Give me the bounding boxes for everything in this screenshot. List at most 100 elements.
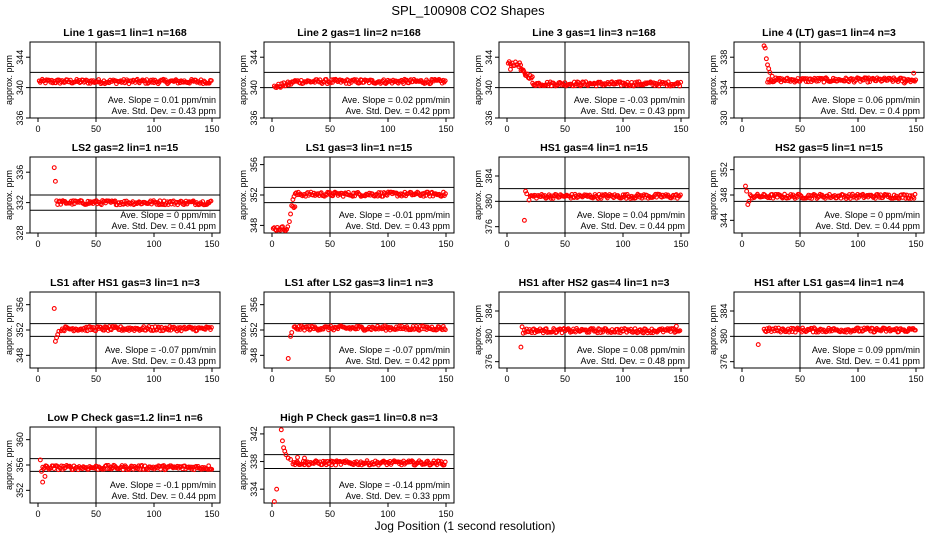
x-tick-label: 0 (35, 239, 40, 249)
x-tick-label: 50 (560, 124, 570, 134)
data-point (39, 468, 44, 474)
chart-panel-7: HS1 gas=4 lin=1 n=15 0 50 100 150 376 380 384ap… (473, 142, 690, 249)
data-point (520, 330, 526, 336)
data-point (401, 81, 406, 86)
data-point (442, 459, 448, 465)
slope-annotation: Ave. Slope = -0.14 ppm/min (339, 480, 450, 490)
x-tick-label: 0 (269, 239, 274, 249)
x-tick-label: 0 (739, 124, 744, 134)
y-axis-label: approx. ppm (4, 170, 14, 220)
panel-title: Line 1 gas=1 lin=1 n=168 (63, 27, 187, 39)
data-points (271, 76, 448, 91)
y-tick-label: 344 (249, 50, 259, 65)
panels: Line 1 gas=1 lin=1 n=168 0 50 100 150 336 340 3… (4, 27, 925, 519)
chart-panel-13: Low P Check gas=1.2 lin=1 n=6 0 50 100 150 35… (4, 412, 221, 519)
y-tick-label: 334 (719, 80, 729, 95)
data-point (279, 438, 285, 444)
data-point (564, 327, 570, 332)
data-point (526, 197, 532, 203)
data-point (98, 81, 104, 87)
x-tick-label: 50 (325, 239, 335, 249)
chart-panel-9: LS1 after HS1 gas=3 lin=1 n=3 0 50 100 150 34… (4, 277, 221, 384)
plot-frame (498, 41, 690, 119)
x-tick-label: 100 (146, 239, 161, 249)
x-tick-label: 50 (560, 239, 570, 249)
x-tick-label: 150 (438, 239, 453, 249)
y-tick-label: 348 (249, 348, 259, 363)
data-point (333, 462, 339, 468)
x-tick-label: 100 (615, 239, 630, 249)
x-tick-label: 100 (146, 124, 161, 134)
chart-panel-6: LS1 gas=3 lin=1 n=15 0 50 100 150 348 352 356ap… (238, 142, 455, 249)
data-point (295, 454, 300, 460)
chart-panel-8: HS2 gas=5 lin=1 n=15 0 50 100 150 344 348 352ap… (708, 142, 925, 249)
y-tick-label: 352 (249, 187, 259, 202)
y-axis-label: approx. ppm (473, 170, 483, 220)
y-axis-label: approx. ppm (708, 55, 718, 105)
slope-annotation: Ave. Slope = 0.06 ppm/min (812, 95, 920, 105)
x-tick-label: 100 (615, 124, 630, 134)
data-point (523, 72, 529, 78)
data-point (274, 486, 280, 492)
slope-annotation: Ave. Slope = 0.02 ppm/min (342, 95, 450, 105)
y-tick-label: 342 (249, 426, 259, 441)
x-tick-label: 150 (438, 374, 453, 384)
x-tick-label: 0 (739, 374, 744, 384)
stddev-annotation: Ave. Std. Dev. = 0.42 ppm (346, 106, 450, 116)
data-point (674, 81, 679, 86)
data-point (519, 324, 525, 330)
data-point (443, 327, 448, 333)
stddev-annotation: Ave. Std. Dev. = 0.43 ppm (112, 106, 216, 116)
y-tick-label: 376 (484, 219, 494, 234)
data-point (286, 219, 292, 225)
x-tick-label: 50 (325, 124, 335, 134)
data-points (505, 59, 684, 89)
data-point (209, 466, 215, 472)
y-tick-label: 348 (15, 348, 25, 363)
data-point (543, 326, 549, 331)
data-points (518, 323, 683, 350)
x-tick-label: 150 (204, 374, 219, 384)
data-point (89, 324, 94, 330)
plot-frame (498, 291, 690, 369)
y-tick-label: 384 (719, 303, 729, 318)
data-point (864, 75, 870, 81)
slope-annotation: Ave. Slope = -0.03 ppm/min (574, 95, 685, 105)
y-tick-label: 348 (249, 218, 259, 233)
data-point (807, 195, 812, 201)
data-point (209, 78, 214, 83)
data-point (52, 338, 58, 344)
data-point (122, 198, 127, 204)
x-tick-label: 100 (146, 374, 161, 384)
y-tick-label: 356 (249, 297, 259, 312)
y-axis-label: approx. ppm (708, 305, 718, 355)
data-point (443, 191, 448, 197)
x-tick-label: 50 (325, 374, 335, 384)
data-point (61, 328, 67, 334)
figure-title: SPL_100908 CO2 Shapes (391, 3, 545, 18)
data-point (208, 327, 213, 332)
x-tick-label: 50 (795, 374, 805, 384)
data-point (911, 195, 917, 201)
y-tick-label: 328 (15, 225, 25, 240)
data-point (769, 73, 775, 79)
y-tick-label: 344 (719, 213, 729, 228)
plot-frame (263, 41, 455, 119)
y-tick-label: 336 (484, 110, 494, 125)
panel-title: HS2 gas=5 lin=1 n=15 (775, 142, 883, 154)
y-tick-label: 332 (15, 195, 25, 210)
x-tick-label: 150 (438, 509, 453, 519)
data-point (174, 78, 180, 84)
y-tick-label: 340 (484, 80, 494, 95)
data-point (285, 356, 291, 361)
x-tick-label: 0 (35, 124, 40, 134)
stddev-annotation: Ave. Std. Dev. = 0.48 ppm (581, 356, 685, 366)
data-point (895, 79, 901, 85)
data-point (442, 78, 448, 84)
data-points (270, 189, 448, 233)
plot-frame (29, 41, 221, 119)
data-point (780, 326, 786, 332)
x-tick-label: 50 (795, 239, 805, 249)
data-point (58, 202, 64, 207)
data-point (625, 79, 630, 85)
